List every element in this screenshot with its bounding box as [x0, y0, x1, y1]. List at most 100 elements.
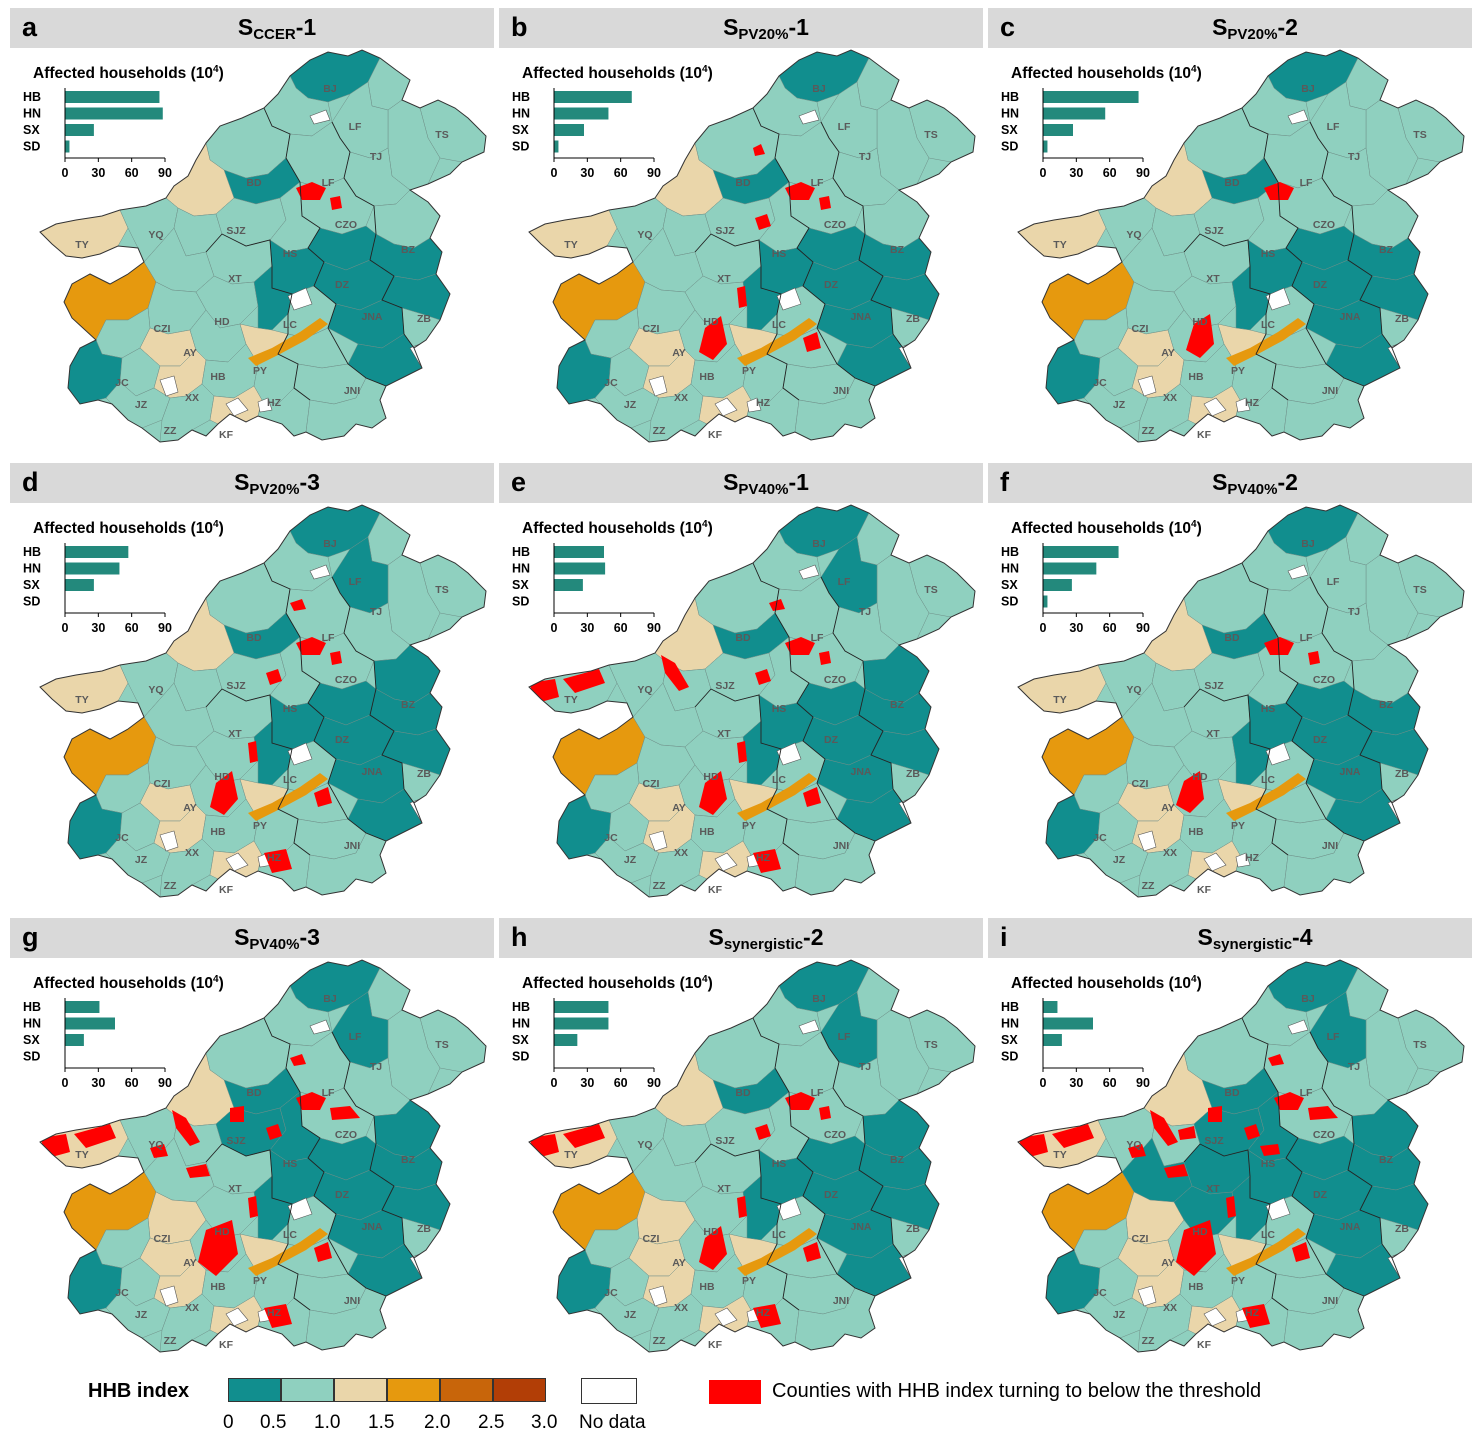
city-label: HZ	[756, 1307, 771, 1319]
city-label: YQ	[1126, 684, 1141, 696]
threshold-county	[186, 1164, 210, 1178]
city-label: LF	[349, 1031, 362, 1043]
legend-title: HHB index	[88, 1380, 190, 1402]
inset-title: Affected households (104)	[1011, 519, 1202, 538]
county-map: BJ LF TS TJ BD LF CZO SJZ YQ TY HS BZ XT DZ HD LC JNA ZB C…	[10, 48, 494, 456]
city-label: JNI	[833, 385, 849, 397]
threshold-county	[1308, 1106, 1338, 1120]
city-label: KF	[1197, 1339, 1212, 1351]
city-label: AY	[672, 1257, 686, 1269]
county-region-orange	[1226, 773, 1306, 821]
city-label: JZ	[1113, 1309, 1126, 1321]
x-tick-label: 30	[580, 621, 594, 635]
city-boundary	[820, 576, 904, 804]
city-label: BZ	[1379, 1154, 1394, 1166]
city-label: KF	[1197, 884, 1212, 896]
city-label: HZ	[1245, 852, 1260, 864]
map-panel-e: e SPV40%-1 BJ LF TS TJ BD LF CZO SJZ YQ TY HS BZ XT DZ H…	[499, 463, 983, 911]
city-label: JZ	[624, 1309, 637, 1321]
city-label: TS	[1413, 1039, 1426, 1051]
threshold-county	[699, 316, 727, 360]
threshold-county	[266, 1124, 282, 1140]
county-map: BJ LF TS TJ BD LF CZO SJZ YQ TY HS BZ XT DZ HD LC JNA ZB C…	[10, 503, 494, 911]
bar-hb	[1043, 1001, 1058, 1013]
city-label: LF	[322, 632, 335, 644]
bar-hb	[65, 91, 160, 103]
city-boundary	[263, 562, 387, 842]
bar-region-label: SX	[512, 1033, 529, 1047]
panel-title: SPV20%-3	[70, 469, 484, 498]
map-panel-a: a SCCER-1 BJ LF TS TJ BD LF CZO SJZ YQ TY HS BZ XT DZ HD…	[10, 8, 494, 456]
city-label: TY	[1053, 239, 1066, 251]
title-subscript: PV40%	[738, 481, 789, 498]
bar-region-label: HN	[23, 107, 41, 121]
county-region	[648, 383, 704, 442]
threshold-county	[1292, 1242, 1310, 1262]
county-region-orange	[248, 1228, 328, 1276]
city-label: CZI	[1132, 323, 1149, 335]
legend: HHB index 0 0.5 1.0 1.5 2.0 2.5 3.0 No d…	[0, 1370, 1474, 1452]
city-boundary	[1241, 107, 1365, 387]
city-label: CZO	[335, 1129, 357, 1141]
bar-hb	[65, 546, 129, 558]
x-tick-label: 0	[551, 1076, 558, 1090]
city-label: CZO	[335, 219, 357, 231]
city-label: XT	[717, 728, 731, 740]
no-data-region	[225, 1307, 249, 1327]
city-label: SJZ	[715, 680, 735, 692]
city-label: LF	[838, 121, 851, 133]
city-label: CZI	[643, 323, 660, 335]
city-label: XX	[185, 392, 199, 404]
threshold-county	[330, 196, 342, 210]
map-panel-d: d SPV20%-3 BJ LF TS TJ BD LF CZO SJZ YQ TY HS BZ XT DZ H…	[10, 463, 494, 911]
x-tick-label: 30	[1069, 1076, 1083, 1090]
threshold-county	[290, 1054, 306, 1066]
city-label: JC	[604, 832, 618, 844]
city-label: HB	[210, 371, 226, 383]
threshold-county	[803, 787, 821, 807]
city-label: TS	[435, 584, 448, 596]
x-tick-label: 90	[1136, 1076, 1150, 1090]
city-label: JNA	[850, 766, 871, 778]
city-label: TJ	[859, 1061, 871, 1073]
bar-sx	[554, 1034, 578, 1046]
no-data-region	[648, 830, 668, 852]
city-label: XT	[717, 1183, 731, 1195]
bar-chart-svg: HB HN SX SD 0 30 60 90	[23, 998, 172, 1090]
city-label: LC	[283, 319, 297, 331]
city-label: BD	[1224, 177, 1240, 189]
map-svg: BJ LF TS TJ BD LF CZO SJZ YQ TY HS BZ XT DZ HD LC JNA ZB C…	[39, 49, 487, 443]
threshold-county	[769, 599, 785, 611]
threshold-county	[1176, 1220, 1216, 1276]
bar-region-label: HB	[1001, 90, 1019, 104]
city-label: XX	[674, 1302, 688, 1314]
panel-header: g SPV40%-3	[10, 918, 494, 958]
bar-region-label: HB	[1001, 545, 1019, 559]
bar-region-label: HN	[1001, 1017, 1019, 1031]
bar-hn	[1043, 107, 1106, 120]
county-region	[1137, 838, 1193, 897]
threshold-county	[172, 1110, 200, 1146]
city-label: XT	[1206, 273, 1220, 285]
bar-region-label: HN	[512, 1017, 530, 1031]
city-label: JNA	[850, 1221, 871, 1233]
title-main: S	[723, 14, 739, 40]
map-panel-i: i Ssynergistic-4 BJ LF TS TJ BD LF CZO SJZ YQ TY HS B…	[988, 918, 1472, 1366]
county-map: BJ LF TS TJ BD LF CZO SJZ YQ TY HS BZ XT DZ HD LC JNA ZB C…	[988, 958, 1472, 1366]
city-boundary	[820, 1031, 904, 1259]
city-label: ZZ	[164, 880, 177, 892]
city-label: CZO	[335, 674, 357, 686]
city-label: XX	[1163, 392, 1177, 404]
no-data-region	[648, 375, 668, 397]
title-suffix: -4	[1292, 924, 1313, 950]
map-outline	[1017, 49, 1465, 443]
city-label: AY	[672, 802, 686, 814]
city-label: BD	[246, 177, 262, 189]
bar-hb	[1043, 91, 1139, 103]
bar-hn	[554, 562, 606, 575]
city-label: KF	[708, 1339, 723, 1351]
city-label: JNI	[1322, 385, 1338, 397]
city-label: BD	[735, 632, 751, 644]
city-label: BZ	[890, 699, 905, 711]
county-region-orange	[737, 318, 817, 366]
